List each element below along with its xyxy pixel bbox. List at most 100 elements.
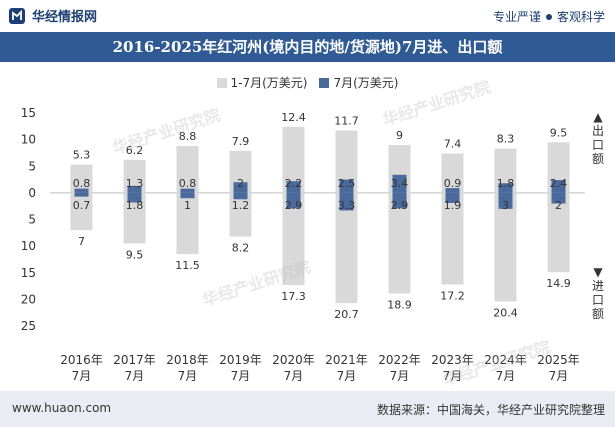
bar-month-export xyxy=(339,179,354,193)
data-label-month-export: 1.3 xyxy=(126,177,144,190)
bar-ytd-export xyxy=(282,126,305,193)
chart-legend: 1-7月(万美元) 7月(万美元) xyxy=(0,74,615,91)
data-label-month-export: 3.4 xyxy=(391,177,409,190)
bar-ytd-import xyxy=(282,192,305,285)
x-tick-label: 2021年 xyxy=(325,353,368,367)
data-label-ytd-import: 20.4 xyxy=(493,307,518,320)
bar-ytd-export xyxy=(441,153,464,193)
x-tick-label: 7月 xyxy=(390,369,410,383)
data-label-month-import: 2.9 xyxy=(391,199,409,212)
data-label-month-export: 1.8 xyxy=(497,177,515,190)
bar-ytd-import xyxy=(441,192,464,285)
y-tick-label: 15 xyxy=(21,106,36,120)
data-label-month-import: 2.9 xyxy=(285,199,303,212)
data-label-month-export: 2 xyxy=(237,177,244,190)
data-label-ytd-import: 14.9 xyxy=(546,277,571,290)
data-label-month-export: 0.8 xyxy=(73,177,91,190)
x-tick-label: 7月 xyxy=(125,369,145,383)
bar-month-export xyxy=(445,188,460,193)
data-label-ytd-import: 9.5 xyxy=(126,248,144,261)
data-label-month-import: 1.8 xyxy=(126,199,144,212)
bar-ytd-export xyxy=(70,164,93,193)
bar-month-export xyxy=(498,183,513,193)
brand-logo: 华经情报网 xyxy=(8,6,97,25)
x-tick-label: 2024年 xyxy=(484,353,527,367)
bar-ytd-export xyxy=(176,146,199,193)
legend-label-month: 7月(万美元) xyxy=(333,76,399,90)
chart-title: 2016-2025年红河州(境内目的地/货源地)7月进、出口额 xyxy=(0,32,615,62)
tagline-left: 专业严谨 xyxy=(492,10,541,24)
bar-month-import xyxy=(74,192,89,197)
export-arrow-icon: ▲ xyxy=(593,110,603,124)
y-tick-label: 0 xyxy=(28,186,36,200)
y-tick-label: 15 xyxy=(21,266,36,280)
bar-month-export xyxy=(180,188,195,193)
y-tick-label: 5 xyxy=(28,213,36,227)
bar-month-import xyxy=(180,192,195,199)
data-label-month-import: 2 xyxy=(555,199,562,212)
x-tick-label: 2018年 xyxy=(166,353,209,367)
x-tick-label: 7月 xyxy=(443,369,463,383)
bar-ytd-import xyxy=(335,192,358,304)
bar-ytd-import xyxy=(123,192,146,244)
bar-month-import xyxy=(233,192,248,200)
legend-swatch-month xyxy=(319,77,330,88)
x-tick-label: 7月 xyxy=(337,369,357,383)
bar-month-export xyxy=(233,182,248,193)
data-label-month-import: 1.2 xyxy=(232,199,250,212)
x-tick-label: 7月 xyxy=(72,369,92,383)
data-label-ytd-import: 7 xyxy=(78,235,85,248)
bar-month-export xyxy=(286,181,301,193)
x-tick-label: 2025年 xyxy=(537,353,580,367)
y-tick-label: 5 xyxy=(28,159,36,173)
footer: www.huaon.com 数据来源：中国海关，华经产业研究院整理 xyxy=(0,391,615,427)
data-label-ytd-import: 8.2 xyxy=(232,242,250,255)
data-label-month-import: 1 xyxy=(184,199,191,212)
data-label-ytd-export: 7.4 xyxy=(444,137,462,150)
bar-month-export xyxy=(127,185,142,193)
legend-item-month: 7月(万美元) xyxy=(319,74,398,91)
bar-month-import xyxy=(445,192,460,203)
x-tick-label: 7月 xyxy=(496,369,516,383)
legend-swatch-ytd xyxy=(216,77,227,88)
top-bar: 华经情报网 专业严谨 客观科学 xyxy=(0,0,615,32)
y-tick-label: 20 xyxy=(21,292,36,306)
bar-ytd-import xyxy=(70,192,93,231)
x-tick-label: 2022年 xyxy=(378,353,421,367)
data-label-month-import: 0.7 xyxy=(73,199,91,212)
tagline-right: 客观科学 xyxy=(556,10,605,24)
data-label-ytd-import: 20.7 xyxy=(334,308,359,321)
legend-item-ytd: 1-7月(万美元) xyxy=(216,74,307,91)
data-label-ytd-export: 9.5 xyxy=(550,126,568,139)
bar-ytd-export xyxy=(335,130,358,193)
bar-month-import xyxy=(392,192,407,209)
x-tick-label: 2019年 xyxy=(219,353,262,367)
footer-source: 数据来源：中国海关，华经产业研究院整理 xyxy=(376,403,605,417)
data-label-month-import: 3.3 xyxy=(338,199,356,212)
export-label: 出口额 xyxy=(591,124,604,166)
bar-ytd-export xyxy=(494,148,517,193)
y-tick-label: 10 xyxy=(21,239,36,253)
brand-logo-icon xyxy=(9,7,25,24)
x-tick-label: 7月 xyxy=(231,369,251,383)
bar-ytd-import xyxy=(229,192,252,237)
data-label-month-export: 0.9 xyxy=(444,177,462,190)
brand-name: 华经情报网 xyxy=(32,10,98,25)
data-label-ytd-export: 5.3 xyxy=(73,149,91,162)
data-label-month-import: 3 xyxy=(502,199,509,212)
bar-month-export xyxy=(551,180,566,193)
data-label-ytd-import: 11.5 xyxy=(175,259,200,272)
bar-month-import xyxy=(551,192,566,204)
data-label-ytd-export: 8.8 xyxy=(179,130,197,143)
data-label-ytd-export: 12.4 xyxy=(281,111,306,124)
x-tick-label: 7月 xyxy=(284,369,304,383)
footer-url: www.huaon.com xyxy=(12,401,112,415)
data-label-ytd-export: 11.7 xyxy=(334,115,359,128)
chart-plot: 15 10 5 0 5 10 15 20 25 5.3 7 0.8 0.7 2016年 7月 6.2 9.5 1.… xyxy=(21,106,585,383)
import-label: 进口额 xyxy=(591,279,604,321)
y-tick-label: 10 xyxy=(21,133,36,147)
data-label-month-export: 0.8 xyxy=(179,177,197,190)
data-label-ytd-export: 8.3 xyxy=(497,133,515,146)
bar-ytd-import xyxy=(388,192,411,294)
bar-ytd-import xyxy=(494,192,517,302)
